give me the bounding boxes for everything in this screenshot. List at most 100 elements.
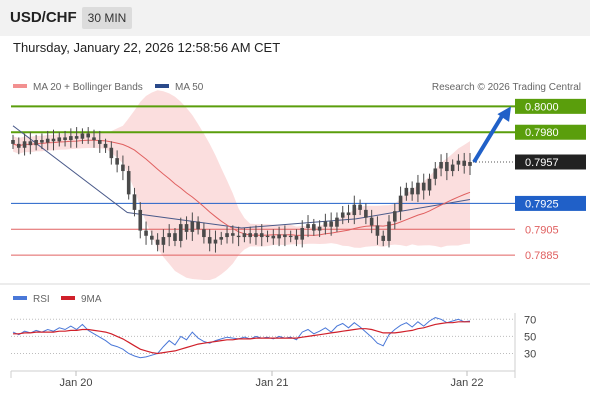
timestamp: Thursday, January 22, 2026 12:58:56 AM C…	[13, 40, 281, 55]
candle-body	[202, 229, 206, 238]
ma50-legend-label: MA 50	[175, 82, 204, 93]
ma9-legend-swatch	[61, 296, 75, 300]
candle-body	[74, 136, 79, 139]
pair-title: USD/CHF	[10, 9, 77, 26]
timeframe-badge[interactable]: 30 MIN	[82, 7, 132, 29]
level-label-0-7980: 0.7980	[525, 127, 559, 139]
candle-body	[416, 182, 420, 195]
candle-body	[421, 182, 426, 191]
rsi-legend-swatch	[13, 296, 27, 300]
candle-body	[364, 209, 368, 218]
candle-body	[126, 171, 131, 195]
candle-body	[369, 217, 374, 226]
candle-body	[294, 235, 299, 240]
rsi-tick-label-50: 50	[524, 331, 536, 343]
rsi-legend-label: RSI	[33, 294, 50, 305]
ma9-legend-label: 9MA	[81, 294, 102, 305]
rsi-tick-label-30: 30	[524, 348, 536, 360]
forecast-arrow-shaft	[472, 113, 505, 164]
candle-body	[190, 221, 195, 232]
rsi-panel: 70 50 30	[11, 314, 536, 360]
last-price-box	[515, 154, 586, 170]
candle-body	[445, 162, 449, 172]
candle-body	[144, 230, 148, 236]
candle-body	[57, 137, 62, 142]
level-label-0-7905: 0.7905	[525, 224, 559, 236]
candle-body	[150, 235, 154, 240]
candle-body	[358, 204, 362, 210]
candle-body	[312, 224, 316, 231]
candle-body	[283, 234, 287, 238]
candle-body	[231, 233, 235, 236]
candle-body	[236, 235, 241, 238]
candle-body	[381, 235, 386, 241]
candle-body	[254, 233, 258, 238]
candle-body	[45, 138, 50, 143]
candle-body	[317, 226, 322, 231]
candle-body	[375, 225, 380, 236]
candle-body	[225, 233, 229, 238]
candle-body	[439, 162, 443, 169]
candle-body	[28, 141, 33, 146]
candle-body	[306, 224, 310, 228]
candle-body	[450, 164, 455, 172]
candle-body	[178, 224, 183, 241]
candle-body	[40, 140, 44, 143]
candle-body	[103, 143, 108, 148]
candle-body	[121, 164, 125, 172]
rsi-tick-label-70: 70	[524, 314, 536, 326]
candle-body	[468, 162, 472, 166]
candle-body	[34, 140, 38, 146]
level-box-0-8000	[515, 98, 586, 114]
candle-body	[167, 233, 171, 238]
candle-body	[86, 133, 91, 138]
header-bar: USD/CHF 30 MIN	[0, 0, 590, 36]
candle-body	[277, 234, 281, 239]
forecast-arrow-head	[497, 106, 511, 122]
candle-body	[392, 211, 397, 222]
candle-body	[115, 158, 119, 165]
level-box-0-7980	[515, 124, 586, 140]
candle-body	[63, 137, 67, 140]
candle-body	[462, 160, 467, 166]
level-label-0-7885: 0.7885	[525, 250, 559, 262]
candle-body	[132, 194, 137, 210]
candle-body	[173, 233, 177, 241]
main-panel: 0.8000 0.7980 0.7957 0.7925 0.7905 0.7885	[11, 90, 586, 280]
rsi-line	[12, 317, 471, 359]
candle-body	[248, 233, 252, 238]
candle-body	[219, 237, 224, 240]
candle-body	[323, 221, 328, 227]
candle-body	[155, 239, 160, 245]
candle-body	[300, 228, 305, 240]
candle-body	[427, 178, 432, 191]
candle-body	[329, 221, 333, 227]
candle-body	[346, 212, 351, 216]
candle-body	[109, 147, 114, 159]
x-tick-label: Jan 20	[59, 377, 92, 389]
candle-body	[352, 204, 357, 216]
ma20-legend-label: MA 20 + Bollinger Bands	[33, 82, 143, 93]
x-tick-label: Jan 21	[255, 377, 288, 389]
x-axis: Jan 20 Jan 21 Jan 22	[59, 371, 484, 389]
candle-body	[138, 209, 143, 231]
candle-body	[340, 212, 345, 218]
candle-body	[16, 143, 21, 148]
candle-body	[161, 237, 166, 245]
candle-body	[80, 133, 85, 139]
candle-body	[410, 187, 414, 195]
ma20-line	[12, 139, 471, 236]
last-price-label: 0.7957	[525, 157, 559, 169]
ma20-legend-swatch	[13, 84, 27, 88]
rsi-9ma-line	[13, 321, 470, 355]
candle-body	[213, 239, 218, 244]
candle-body	[265, 235, 270, 238]
candle-body	[92, 137, 96, 140]
candle-body	[207, 237, 212, 244]
candle-body	[259, 233, 264, 238]
candle-body	[456, 160, 461, 165]
x-tick-label: Jan 22	[450, 377, 483, 389]
candle-body	[433, 168, 438, 179]
level-label-0-8000: 0.8000	[525, 101, 559, 113]
